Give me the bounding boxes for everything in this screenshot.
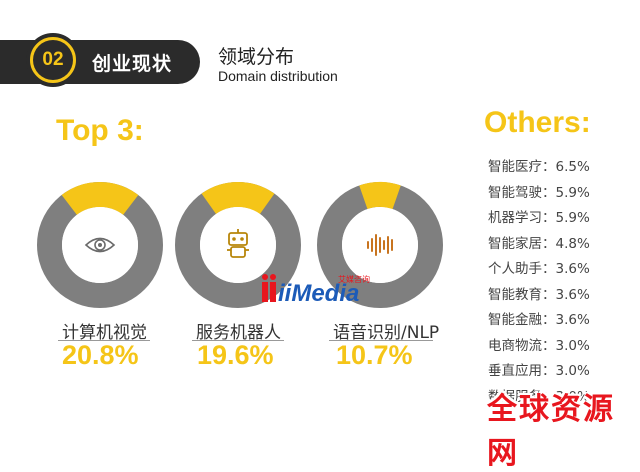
others-item: 智能医疗：6.5%: [488, 159, 590, 175]
donut-segment: [201, 182, 275, 215]
section-title: 创业现状: [92, 53, 173, 75]
others-item: 智能金融：3.6%: [488, 312, 590, 328]
donut-0: [37, 182, 163, 308]
donut-label-nlp: 语音识别/NLP: [333, 323, 440, 343]
others-item: 个人助手：3.6%: [488, 261, 590, 277]
section-number-badge: 02: [26, 33, 80, 87]
topic-title-en: Domain distribution: [218, 68, 338, 84]
others-list: 智能医疗：6.5% 智能驾驶：5.9% 机器学习：5.9% 智能家居：4.8% …: [488, 155, 590, 410]
others-item: 数据服务：3.0%: [488, 388, 590, 405]
robot-icon: [227, 229, 249, 258]
donut-value-cv: 20.8%: [62, 340, 139, 370]
donut-value-robot: 19.6%: [197, 340, 274, 370]
others-item: 智能家居：4.8%: [488, 235, 590, 252]
others-item: 垂直应用：3.0%: [488, 363, 590, 379]
top3-donut-charts: [37, 182, 443, 308]
top3-title: Top 3:: [56, 114, 144, 147]
donut-label-robot: 服务机器人: [196, 323, 281, 343]
imedia-watermark-text: iiMedia: [278, 280, 359, 307]
donut-value-nlp: 10.7%: [336, 340, 413, 370]
donut-2: [317, 182, 443, 308]
others-item: 智能教育：3.6%: [488, 286, 590, 303]
others-item: 机器学习：5.9%: [488, 210, 590, 226]
brand-watermark: 全球资源网: [487, 392, 615, 471]
donut-segment: [61, 182, 139, 216]
topic-title-cn: 领域分布: [218, 46, 295, 68]
eye-icon: [84, 237, 116, 253]
imedia-watermark-logo: iiMedia 艾媒咨询: [262, 274, 370, 307]
donut-label-cv: 计算机视觉: [62, 323, 147, 343]
donut-segment: [359, 182, 401, 210]
label-underline: [58, 340, 150, 341]
others-item: 电商物流：3.0%: [488, 337, 590, 354]
others-item: 智能驾驶：5.9%: [488, 184, 590, 201]
section-number: 02: [33, 40, 73, 80]
sound-wave-icon: [367, 234, 393, 256]
others-title: Others:: [484, 106, 591, 139]
donut-1: [175, 182, 301, 308]
label-underline: [192, 340, 284, 341]
label-underline: [329, 340, 433, 341]
imedia-watermark-sub: 艾媒咨询: [338, 274, 370, 284]
